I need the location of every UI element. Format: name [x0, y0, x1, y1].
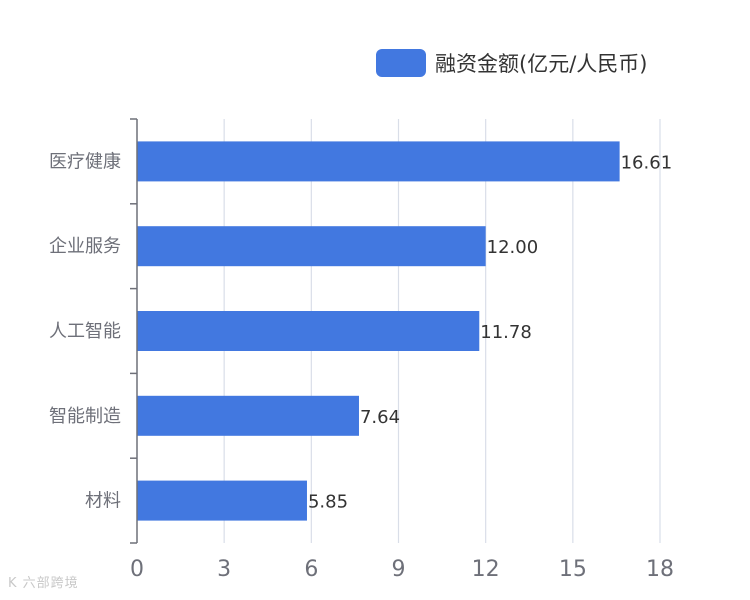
- value-label: 11.78: [480, 322, 532, 343]
- x-tick-label: 3: [217, 557, 231, 582]
- legend-swatch: [376, 49, 426, 77]
- x-tick-label: 18: [646, 557, 674, 582]
- x-tick-label: 9: [392, 557, 406, 582]
- value-label: 7.64: [360, 407, 400, 428]
- category-axis: [130, 118, 138, 544]
- category-label: 材料: [85, 491, 121, 512]
- x-tick-label: 0: [130, 557, 144, 582]
- bar[interactable]: [137, 141, 620, 182]
- category-label: 企业服务: [49, 236, 121, 257]
- x-tick-label: 6: [304, 557, 318, 582]
- x-tick-label: 15: [559, 557, 587, 582]
- value-label: 5.85: [308, 492, 348, 513]
- x-axis-tick-labels: 0 3 6 9 12 15 18: [130, 557, 674, 582]
- category-label: 智能制造: [49, 406, 121, 427]
- bars: [137, 141, 620, 521]
- value-label: 12.00: [487, 237, 539, 258]
- bar[interactable]: [137, 226, 486, 267]
- category-label: 医疗健康: [49, 151, 121, 172]
- legend[interactable]: 融资金额(亿元/人民币): [376, 48, 647, 78]
- category-label: 人工智能: [49, 321, 121, 342]
- watermark: K 六部跨境: [8, 576, 79, 591]
- bar[interactable]: [137, 311, 480, 351]
- legend-label: 融资金额(亿元/人民币): [435, 52, 648, 76]
- bar[interactable]: [137, 480, 307, 521]
- bar[interactable]: [137, 395, 359, 436]
- x-tick-label: 12: [472, 557, 500, 582]
- value-label: 16.61: [621, 152, 673, 173]
- value-labels: 16.61 12.00 11.78 7.64 5.85: [308, 152, 672, 512]
